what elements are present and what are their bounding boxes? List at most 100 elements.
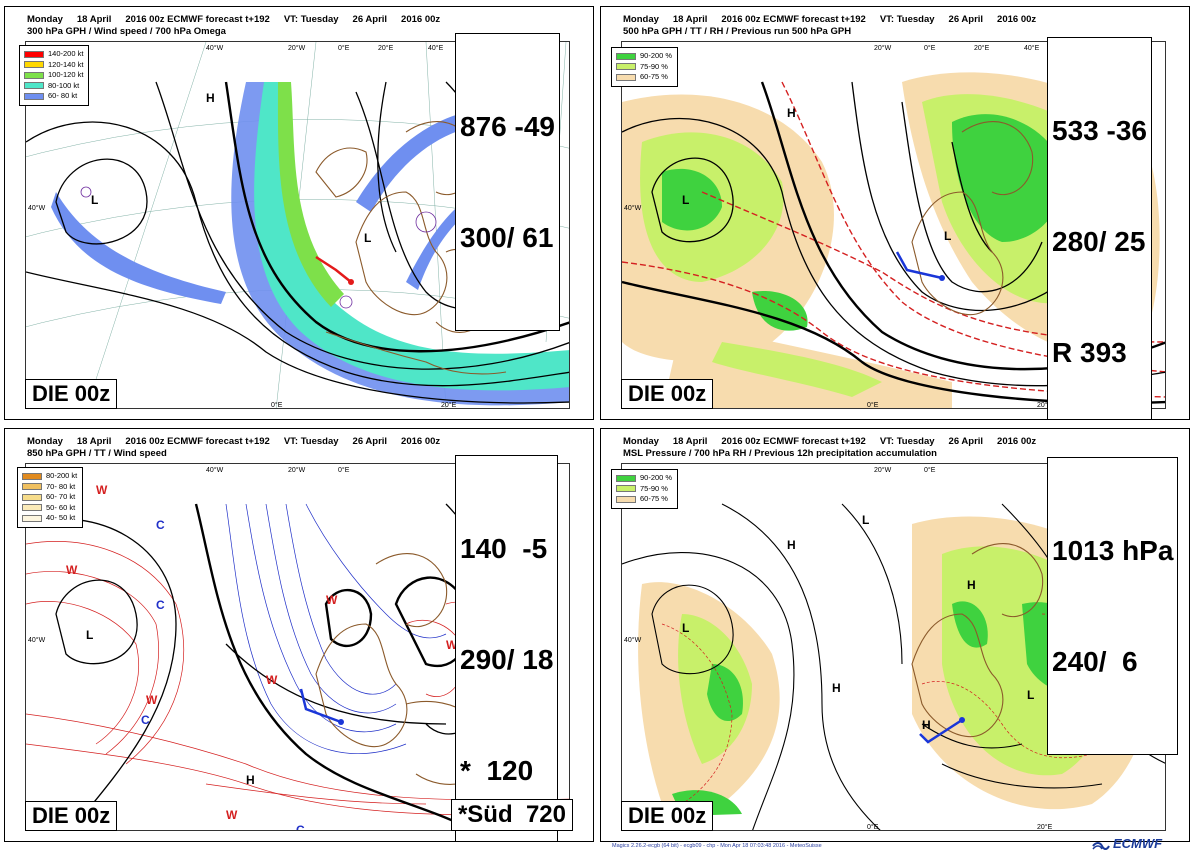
snow-label: *Süd 720 xyxy=(450,799,573,831)
header-day: Monday xyxy=(623,14,659,25)
ecmwf-logo-icon xyxy=(1092,839,1110,850)
panel-header: Monday 18 April 2016 00z ECMWF forecast t+… xyxy=(623,14,1050,38)
legend-row: 75-90 % xyxy=(616,484,672,495)
header-vt: VT: Tuesday xyxy=(879,14,935,25)
header-vrun: 2016 00z xyxy=(401,14,441,25)
station-marker xyxy=(348,279,354,285)
station-track xyxy=(315,255,352,283)
station-track xyxy=(895,251,943,280)
header-day: Monday xyxy=(623,436,659,447)
legend-row: 80-200 kt xyxy=(22,471,77,482)
legend-label: 75-90 % xyxy=(640,483,668,493)
jet-band-west xyxy=(51,192,226,304)
legend-row: 140-200 kt xyxy=(24,49,83,60)
label-40w-left: 40°W xyxy=(28,204,46,212)
value-line: 290/ 18 xyxy=(460,644,554,675)
header-vdate: 26 April xyxy=(352,436,388,447)
coastlines xyxy=(911,121,1034,316)
high-symbol: H xyxy=(832,681,841,695)
header-vt: VT: Tuesday xyxy=(283,436,339,447)
warm-symbol: W xyxy=(146,693,158,707)
value-line: 533 -36 xyxy=(1052,115,1147,146)
header-day: Monday xyxy=(27,436,63,447)
high-symbol: H xyxy=(206,91,215,105)
legend-row: 75-90 % xyxy=(616,62,672,73)
header-subtitle: 300 hPa GPH / Wind speed / 700 hPa Omega xyxy=(27,26,226,37)
warm-symbol: W xyxy=(226,808,238,822)
low-symbol-2: L xyxy=(944,229,951,243)
value-line: 240/ 6 xyxy=(1052,646,1138,677)
legend-label: 60-75 % xyxy=(640,494,668,503)
legend-label: 75-90 % xyxy=(640,61,668,71)
legend-row: 40- 50 kt xyxy=(22,513,77,524)
label-20w-top: 20°W xyxy=(874,44,892,52)
legend-swatch xyxy=(22,483,42,491)
low-symbol: L xyxy=(682,621,689,635)
station-label: DIE 00z xyxy=(25,801,118,831)
value-box: 533 -36 280/ 25 R 393 xyxy=(1047,37,1152,419)
legend-rh: 90-200 % 75-90 % 60-75 % xyxy=(611,47,679,87)
legend-wind-speed: 140-200 kt 120-140 kt 100-120 kt 80-100 … xyxy=(19,45,90,106)
header-day: Monday xyxy=(27,14,63,25)
label-40w: 40°W xyxy=(206,44,224,52)
panel-header: Monday 18 April 2016 00z ECMWF forecast t+… xyxy=(27,436,454,460)
legend-swatch xyxy=(24,92,44,100)
legend-label: 90-200 % xyxy=(640,473,673,482)
label-20e-top: 20°E xyxy=(974,44,990,52)
coastlines xyxy=(911,543,1044,738)
label-40e-top: 40°E xyxy=(1024,44,1040,52)
value-box: 1013 hPa 240/ 6 xyxy=(1047,457,1179,755)
cold-symbol: C xyxy=(141,713,150,727)
station-marker xyxy=(959,717,965,723)
low-symbol: L xyxy=(1027,688,1034,702)
low-symbol: L xyxy=(86,628,93,642)
header-vdate: 26 April xyxy=(948,14,984,25)
label-40w-left: 40°W xyxy=(624,204,642,212)
legend-label: 60- 80 kt xyxy=(48,91,78,100)
map-graphic: H L L 40°W 20°W 0°E 20°E 40°E 40°W 20°W … xyxy=(26,42,569,409)
legend-row: 90-200 % xyxy=(616,473,672,484)
legend-swatch xyxy=(616,485,636,493)
temp-cold-contours xyxy=(225,503,447,754)
station-label: DIE 00z xyxy=(25,379,118,409)
ecmwf-logo-text: ECMWF xyxy=(1113,836,1163,851)
station-track xyxy=(299,688,342,724)
panel-header: Monday 18 April 2016 00z ECMWF forecast t+… xyxy=(27,14,454,38)
header-vt: VT: Tuesday xyxy=(283,14,339,25)
legend-label: 60- 70 kt xyxy=(46,492,76,501)
header-run: 2016 00z ECMWF forecast t+192 xyxy=(721,14,866,25)
panel-300hpa: Monday 18 April 2016 00z ECMWF forecast t+… xyxy=(4,6,594,420)
header-subtitle: 500 hPa GPH / TT / RH / Previous run 500… xyxy=(623,26,852,37)
header-date: 18 April xyxy=(76,14,112,25)
value-line: * 120 xyxy=(460,755,534,786)
header-date: 18 April xyxy=(672,14,708,25)
temp-warm-contours xyxy=(26,541,569,816)
value-box: 140 -5 290/ 18 * 120 xyxy=(455,455,559,841)
legend-rh: 90-200 % 75-90 % 60-75 % xyxy=(611,469,679,509)
legend-row: 60-75 % xyxy=(616,72,672,83)
legend-swatch xyxy=(616,63,636,71)
legend-row: 60- 70 kt xyxy=(22,492,77,503)
legend-row: 50- 60 kt xyxy=(22,503,77,514)
legend-row: 60- 80 kt xyxy=(24,91,83,102)
panel-msl: Monday 18 April 2016 00z ECMWF forecast t+… xyxy=(600,428,1190,842)
header-vrun: 2016 00z xyxy=(401,436,441,447)
value-line: R 393 xyxy=(1052,337,1127,368)
warm-symbol: W xyxy=(66,563,78,577)
station-label: DIE 00z xyxy=(621,379,714,409)
label-20e-bottom: 20°E xyxy=(1037,823,1053,831)
value-box: 876 -49 300/ 61 xyxy=(455,33,560,331)
legend-label: 40- 50 kt xyxy=(46,513,76,522)
header-date: 18 April xyxy=(672,436,708,447)
label-20e-bottom: 20°E xyxy=(441,401,457,409)
legend-swatch xyxy=(22,514,42,522)
label-0e-top: 0°E xyxy=(924,466,936,474)
legend-label: 120-140 kt xyxy=(48,59,84,69)
legend-row: 60-75 % xyxy=(616,494,672,505)
header-run: 2016 00z ECMWF forecast t+192 xyxy=(125,436,270,447)
header-vt: VT: Tuesday xyxy=(879,436,935,447)
low-symbol: L xyxy=(682,193,689,207)
label-40w: 40°W xyxy=(206,466,224,474)
legend-label: 80-100 kt xyxy=(48,80,80,90)
value-line: 280/ 25 xyxy=(1052,226,1146,257)
